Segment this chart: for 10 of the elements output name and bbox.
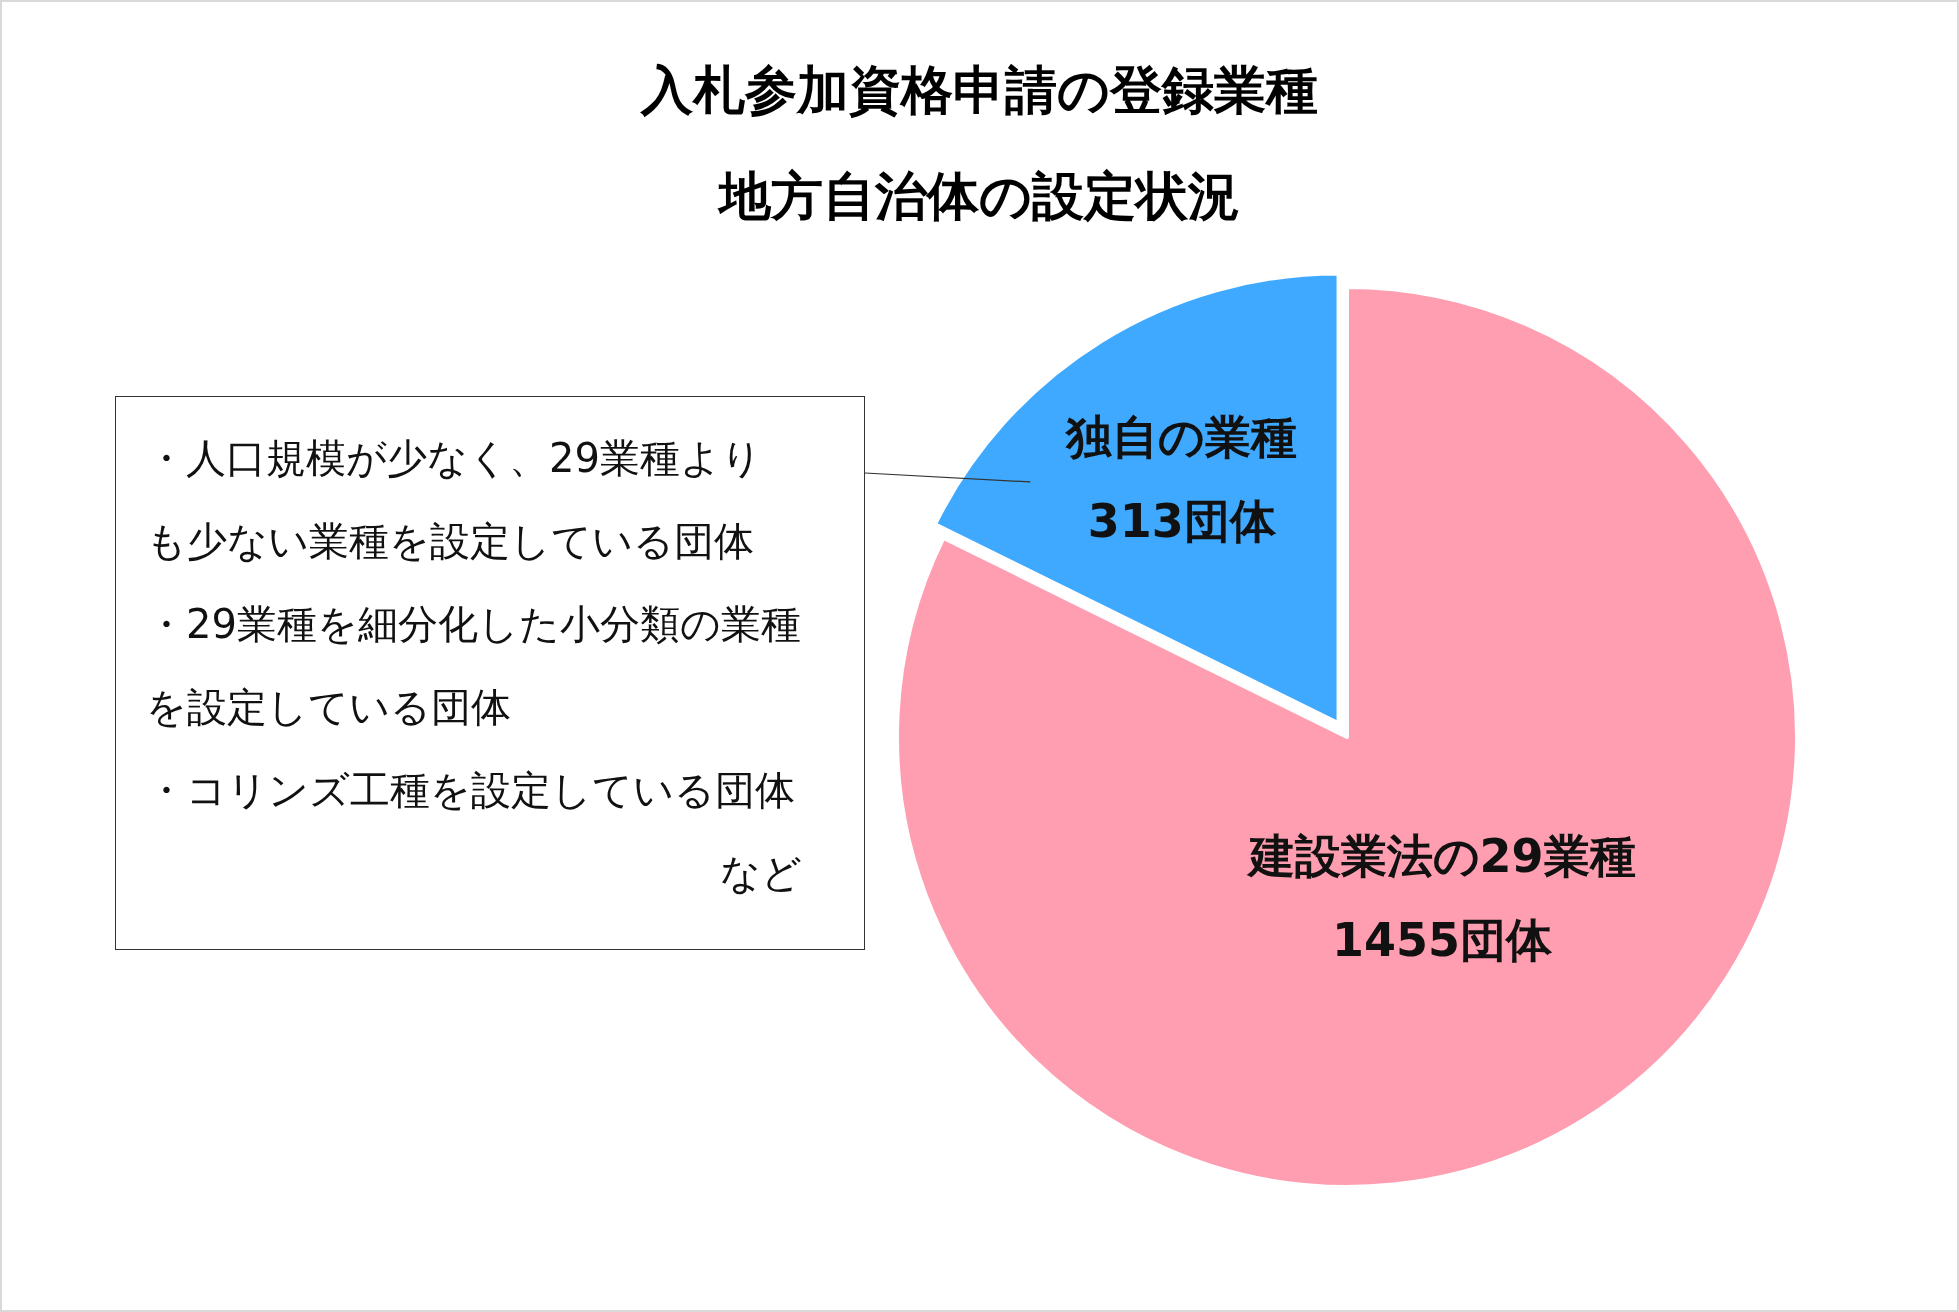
chart-title: 入札参加資格申請の登録業種 bbox=[640, 60, 1318, 120]
text: ・人口規模が少なく、29業種よりも少ない業種を設定している団体 bbox=[146, 434, 763, 566]
slice-label: 独自の業種 bbox=[1064, 410, 1298, 465]
slice-label: 建設業法の29業種 bbox=[1245, 828, 1636, 883]
data-label: 1455団体 bbox=[1332, 912, 1554, 967]
text: など bbox=[719, 849, 802, 898]
data-label: 313団体 bbox=[1087, 494, 1277, 549]
chart-subtitle: 地方自治体の設定状況 bbox=[717, 166, 1240, 226]
text: ・29業種を細分化した小分類の業種を設定している団体 bbox=[146, 600, 802, 732]
text: ・コリンズ工種を設定している団体 bbox=[146, 766, 796, 815]
